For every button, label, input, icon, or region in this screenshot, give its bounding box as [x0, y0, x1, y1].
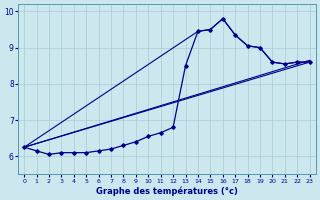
X-axis label: Graphe des températures (°c): Graphe des températures (°c): [96, 186, 238, 196]
